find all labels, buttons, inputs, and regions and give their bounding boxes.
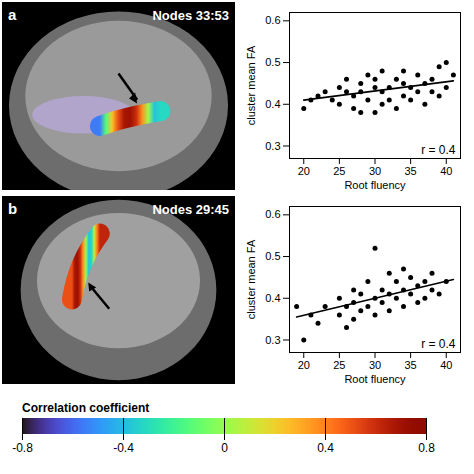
svg-text:Correlation coefficient: Correlation coefficient: [22, 401, 149, 415]
svg-text:cluster mean FA: cluster mean FA: [245, 45, 257, 125]
svg-text:35: 35: [405, 359, 417, 371]
svg-text:25: 25: [333, 165, 345, 177]
svg-text:0.6: 0.6: [265, 208, 280, 220]
svg-text:0.5: 0.5: [265, 250, 280, 262]
svg-text:-0.8: -0.8: [12, 441, 33, 455]
svg-text:0: 0: [221, 441, 228, 455]
svg-text:20: 20: [298, 165, 310, 177]
svg-text:0.5: 0.5: [265, 56, 280, 68]
svg-text:-0.4: -0.4: [113, 441, 134, 455]
svg-text:r = 0.4: r = 0.4: [421, 337, 456, 351]
svg-text:0.8: 0.8: [418, 441, 435, 455]
svg-text:25: 25: [333, 359, 345, 371]
svg-text:0.6: 0.6: [265, 14, 280, 26]
svg-text:30: 30: [369, 165, 381, 177]
svg-text:0.3: 0.3: [265, 334, 280, 346]
svg-text:40: 40: [440, 359, 452, 371]
svg-text:Nodes 29:45: Nodes 29:45: [152, 202, 229, 217]
svg-text:Root fluency: Root fluency: [344, 179, 406, 191]
svg-text:0.4: 0.4: [317, 441, 334, 455]
svg-text:0.4: 0.4: [265, 98, 280, 110]
svg-text:a: a: [8, 6, 17, 23]
svg-text:40: 40: [440, 165, 452, 177]
svg-text:0.3: 0.3: [265, 140, 280, 152]
svg-text:cluster mean FA: cluster mean FA: [245, 239, 257, 319]
svg-text:r = 0.4: r = 0.4: [421, 143, 456, 157]
svg-text:b: b: [8, 200, 17, 217]
svg-text:Nodes 33:53: Nodes 33:53: [152, 8, 229, 23]
svg-text:30: 30: [369, 359, 381, 371]
svg-text:20: 20: [298, 359, 310, 371]
svg-text:35: 35: [405, 165, 417, 177]
svg-text:Root fluency: Root fluency: [344, 373, 406, 385]
svg-text:0.4: 0.4: [265, 292, 280, 304]
